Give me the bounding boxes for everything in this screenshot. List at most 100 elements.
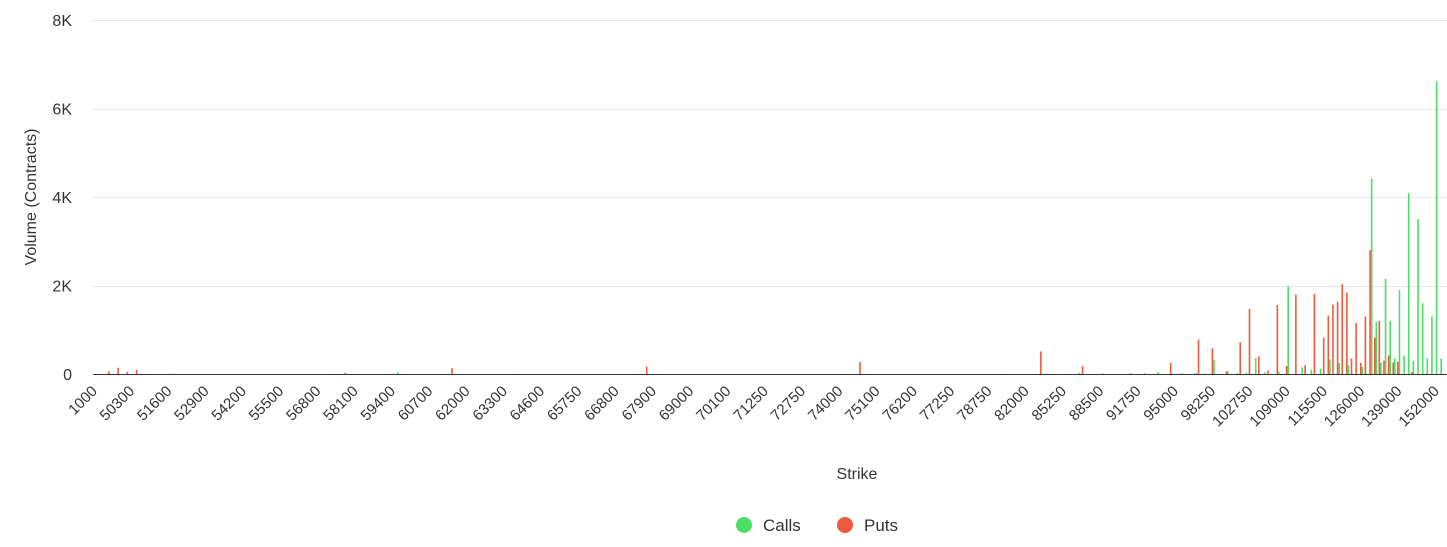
puts-bar[interactable] [1355,323,1357,374]
y-axis-title: Volume (Contracts) [23,129,40,266]
puts-bar[interactable] [451,368,453,374]
puts-bar[interactable] [1359,362,1362,374]
calls-bar[interactable] [1426,358,1429,374]
y-tick-label: 4K [52,190,72,207]
calls-bar[interactable] [1213,359,1215,374]
calls-bar[interactable] [1245,372,1248,374]
puts-bar[interactable] [645,366,648,374]
calls-bar[interactable] [1194,372,1197,374]
calls-bar[interactable] [1435,81,1438,374]
x-tick-label: 59400 [358,383,400,425]
calls-bar[interactable] [1101,373,1104,374]
calls-bar[interactable] [1278,371,1280,374]
calls-bar[interactable] [1310,369,1313,374]
puts-bar[interactable] [1327,315,1330,374]
calls-bar[interactable] [1403,355,1405,374]
calls-bar[interactable] [1157,372,1160,374]
puts-bar[interactable] [1336,301,1339,374]
puts-bar[interactable] [1378,320,1381,374]
calls-bar[interactable] [1384,278,1387,374]
calls-bar[interactable] [1129,373,1132,374]
calls-bar[interactable] [1380,362,1382,375]
puts-bar[interactable] [1248,308,1251,374]
calls-bar[interactable] [1180,373,1183,374]
puts-bar[interactable] [1225,371,1228,374]
calls-bar[interactable] [1389,320,1391,374]
x-tick-label: 75100 [842,383,884,425]
puts-bar[interactable] [1276,304,1279,374]
calls-bar[interactable] [1254,358,1257,374]
x-tick-label: 54200 [208,383,250,425]
x-tick-label: 56800 [283,383,325,425]
legend-puts-marker [837,517,853,533]
x-tick-label: 58100 [320,383,362,425]
puts-bar[interactable] [1392,362,1395,375]
puts-bar[interactable] [1383,360,1385,374]
puts-bar[interactable] [1332,304,1334,374]
puts-bar[interactable] [1373,337,1376,374]
calls-bar[interactable] [1287,286,1289,374]
calls-bar[interactable] [169,373,172,375]
puts-bar[interactable] [1341,284,1344,374]
calls-bar[interactable] [1338,362,1340,374]
calls-bar[interactable] [1078,372,1081,374]
calls-bar[interactable] [1412,360,1415,374]
puts-bar[interactable] [1322,337,1325,374]
puts-bar[interactable] [1304,365,1306,374]
puts-bar[interactable] [1285,366,1288,374]
calls-bar[interactable] [1375,321,1378,374]
calls-bar[interactable] [1143,373,1146,374]
puts-bar[interactable] [126,371,129,374]
calls-bar[interactable] [1301,367,1303,374]
puts-bar[interactable] [1364,316,1367,374]
legend-item-calls[interactable]: Calls [736,516,801,535]
x-tick-label: 55500 [246,383,288,425]
puts-bar[interactable] [135,370,138,374]
puts-bar[interactable] [1267,370,1269,374]
calls-bar[interactable] [1370,178,1373,374]
puts-bar[interactable] [1346,292,1348,374]
puts-bar[interactable] [1410,372,1413,374]
puts-bar[interactable] [859,362,861,374]
calls-bar[interactable] [1417,219,1419,375]
calls-bar[interactable] [1361,366,1364,374]
calls-bar[interactable] [1431,316,1433,374]
calls-bar[interactable] [1236,373,1238,374]
puts-bar[interactable] [1169,362,1172,374]
puts-bar[interactable] [1369,250,1371,374]
calls-bar[interactable] [1203,373,1206,374]
calls-bar[interactable] [397,372,399,374]
calls-bar[interactable] [1421,303,1424,374]
puts-bar[interactable] [1239,342,1242,374]
puts-bar[interactable] [108,371,110,374]
puts-bar[interactable] [1350,358,1353,374]
calls-bar[interactable] [1329,359,1331,374]
x-tick-label: 67900 [619,383,661,425]
puts-bar[interactable] [1313,293,1316,374]
puts-bar[interactable] [1197,339,1200,374]
puts-bar[interactable] [1257,356,1260,374]
legend-puts-label: Puts [864,516,898,535]
legend-item-puts[interactable]: Puts [837,516,898,535]
gridlines [93,20,1447,287]
calls-bar[interactable] [1319,368,1322,374]
x-tick-label: 85250 [1029,383,1071,425]
x-tick-label: 65750 [544,383,586,425]
puts-bar[interactable] [1040,351,1042,374]
puts-bar[interactable] [344,372,347,374]
puts-bar[interactable] [1081,366,1084,374]
calls-bar[interactable] [1407,193,1410,374]
x-tick-label: 102750 [1209,383,1256,430]
calls-bar[interactable] [1264,372,1266,374]
calls-bar[interactable] [1171,373,1174,375]
puts-bar[interactable] [1387,355,1390,374]
puts-bar[interactable] [1211,348,1214,374]
calls-bar[interactable] [1227,371,1229,374]
calls-bar[interactable] [1398,289,1401,374]
puts-bar[interactable] [1397,361,1399,374]
calls-bar[interactable] [1347,365,1350,374]
calls-bar[interactable] [1440,358,1442,374]
calls-bar[interactable] [1394,358,1396,374]
puts-bar[interactable] [1295,294,1297,374]
puts-bar[interactable] [117,367,119,374]
